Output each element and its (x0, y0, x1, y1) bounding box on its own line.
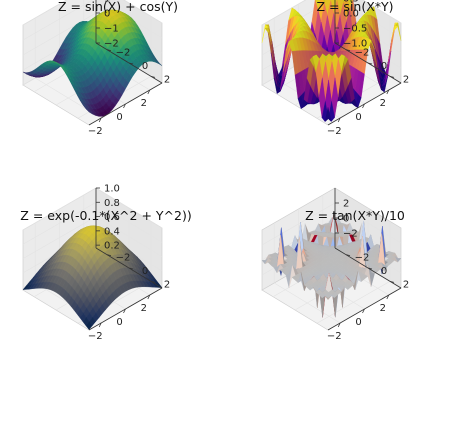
y-tick (150, 280, 156, 283)
surface-patch (85, 321, 93, 330)
z-tick-label: 0.5 (343, 0, 359, 5)
y-tick (106, 49, 112, 52)
x-tick-label: 0 (116, 112, 122, 123)
y-tick (345, 254, 351, 257)
y-tick-label: 0 (381, 266, 387, 277)
x-tick (98, 322, 102, 328)
z-tick-label: 0.2 (104, 241, 120, 252)
x-tick-label: 0 (355, 112, 361, 123)
x-tick (386, 294, 390, 300)
gridline-x (273, 223, 341, 324)
z-tick-label: 0 (343, 214, 349, 225)
surface (22, 225, 163, 330)
gridline-z (22, 0, 163, 26)
z-tick-label: 0.0 (343, 9, 359, 20)
x-tick (337, 117, 341, 123)
x-tick (147, 294, 151, 300)
z-tick-label: 2 (343, 199, 349, 210)
y-tick (150, 75, 156, 78)
z-tick-label: −0.5 (343, 24, 367, 35)
x-tick-label: 2 (380, 98, 386, 109)
surface (22, 9, 163, 117)
y-tick-label: 2 (164, 74, 170, 85)
y-tick-label: 2 (403, 74, 409, 85)
z-tick-label: −1.0 (343, 39, 367, 50)
x-tick (337, 322, 341, 328)
x-tick (386, 89, 390, 95)
x-tick-label: 2 (380, 303, 386, 314)
panel-title: Z = exp(-0.1*(X^2 + Y^2)) (20, 208, 191, 223)
x-tick (123, 308, 126, 314)
gridline-z (261, 0, 402, 41)
x-tick (123, 103, 126, 109)
x-tick (362, 308, 365, 314)
y-tick (128, 62, 134, 65)
x-tick-label: 2 (141, 98, 147, 109)
y-tick-label: 2 (403, 279, 409, 290)
z-tick-label: 1 (104, 0, 110, 5)
y-tick (389, 75, 395, 78)
panel-sin-plus-cos: −202−202−2−1012Z = sin(X) + cos(Y) (22, 0, 178, 137)
z-tick-label: −2 (104, 39, 119, 50)
z-tick-label: 0.4 (104, 226, 120, 237)
panel-title: Z = sin(X) + cos(Y) (58, 0, 178, 14)
y-tick (367, 62, 373, 65)
x-tick-label: 0 (116, 317, 122, 328)
z-tick-label: −1 (104, 24, 119, 35)
z-tick-label: −2 (343, 229, 358, 240)
panel-sin-xy: −202−202−1.0−0.50.00.51.0Z = sin(X*Y) (261, 0, 409, 137)
surface-patch (324, 107, 332, 123)
panel-gaussian: −2 0 2 −2 0 2 0.2 0.4 0.6 0.8 1.0 Z = exp(-0.1*(X^2… (20, 184, 191, 343)
z-tick-label: 0.8 (104, 198, 120, 209)
x-tick-label: −2 (88, 331, 103, 342)
y-tick (345, 49, 351, 52)
x-tick-label: 0 (355, 317, 361, 328)
x-tick-label: −2 (327, 126, 342, 137)
y-tick-label: 0 (142, 61, 148, 72)
surface-patch (85, 108, 93, 115)
surface (261, 0, 402, 123)
y-tick-label: 0 (142, 266, 148, 277)
y-tick (367, 267, 373, 270)
x-tick (147, 89, 151, 95)
gridline-z (22, 0, 163, 41)
z-tick-label: 1.0 (104, 184, 120, 195)
x-tick (98, 117, 102, 123)
y-tick (106, 254, 112, 257)
y-tick-label: −2 (116, 253, 131, 264)
y-tick (128, 267, 134, 270)
x-tick-label: −2 (88, 126, 103, 137)
y-tick-label: 2 (164, 279, 170, 290)
y-tick-label: −2 (355, 48, 370, 59)
x-tick-label: 2 (141, 303, 147, 314)
panel-title: Z = sin(X*Y) (316, 0, 393, 14)
gridline-z (261, 0, 402, 26)
z-tick-label: 0.6 (104, 212, 120, 223)
surface-patch (342, 0, 345, 4)
x-tick (362, 103, 365, 109)
y-tick (389, 280, 395, 283)
y-tick-label: −2 (116, 48, 131, 59)
y-tick-label: −2 (355, 253, 370, 264)
z-tick-label: 0 (104, 9, 110, 20)
surface-patch (324, 295, 332, 301)
y-tick-label: 0 (381, 61, 387, 72)
panel-title: Z = tan(X*Y)/10 (305, 208, 405, 223)
x-tick-label: −2 (327, 331, 342, 342)
